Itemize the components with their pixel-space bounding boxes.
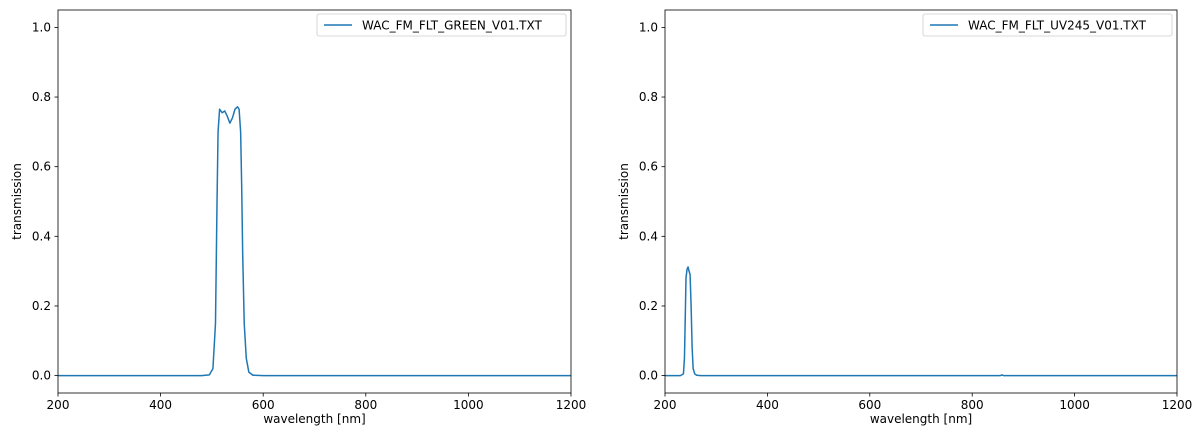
x-axis-label: wavelength [nm] [263, 412, 365, 426]
x-tick-label: 200 [47, 398, 70, 412]
legend-box [922, 13, 1173, 37]
x-tick-label: 600 [858, 398, 881, 412]
y-tick-label: 0.6 [32, 160, 51, 174]
x-tick-label: 400 [149, 398, 172, 412]
x-tick-label: 1000 [1059, 398, 1090, 412]
legend: WAC_FM_FLT_GREEN_V01.TXT [316, 13, 567, 37]
y-tick-label: 0.8 [32, 90, 51, 104]
y-tick-label: 0.4 [639, 229, 658, 243]
x-tick-label: 600 [252, 398, 275, 412]
series-line-1 [665, 266, 1177, 377]
y-tick-label: 0.0 [32, 369, 51, 383]
x-tick-label: 400 [756, 398, 779, 412]
legend-entry-label: WAC_FM_FLT_GREEN_V01.TXT [362, 19, 543, 33]
legend-entry-label: WAC_FM_FLT_UV245_V01.TXT [968, 19, 1147, 33]
chart-panel-1: 200 400 600 800 1000 1200 0.0 0.2 0.4 0.6 0.8 1.0 wa… [10, 9, 587, 426]
x-tick-label: 200 [654, 398, 677, 412]
x-tick-label: 1200 [1162, 398, 1193, 412]
chart-panel-2: 200 400 600 800 1000 1200 0.0 0.2 0.4 0.6 0.8 1.0 wa… [617, 9, 1193, 426]
y-axis-label: transmission [617, 163, 631, 240]
x-axis-label: wavelength [nm] [870, 412, 972, 426]
y-tick-label: 0.8 [639, 90, 658, 104]
y-tick-label: 0.2 [32, 299, 51, 313]
y-tick-label: 0.6 [639, 160, 658, 174]
y-tick-label: 1.0 [639, 20, 658, 34]
legend: WAC_FM_FLT_UV245_V01.TXT [922, 13, 1173, 37]
y-axis-label: transmission [10, 163, 24, 240]
series-line-1 [58, 106, 571, 377]
y-tick-label: 0.2 [639, 299, 658, 313]
legend-box [316, 13, 567, 37]
y-tick-label: 1.0 [32, 20, 51, 34]
axes-frame [57, 9, 572, 394]
y-tick-label: 0.0 [639, 369, 658, 383]
x-tick-label: 1000 [453, 398, 484, 412]
x-tick-label: 800 [354, 398, 377, 412]
axes-frame [664, 9, 1178, 394]
y-tick-label: 0.4 [32, 229, 51, 243]
x-tick-label: 800 [961, 398, 984, 412]
x-tick-label: 1200 [556, 398, 587, 412]
